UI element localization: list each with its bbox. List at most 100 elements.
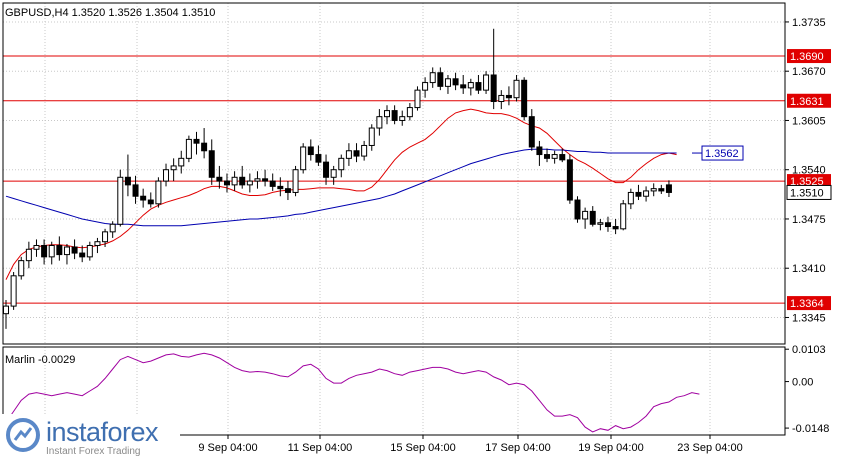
bear-candle [536,146,543,156]
bear-candle [262,178,269,182]
bear-candle [147,199,154,205]
bear-candle [124,176,131,186]
watermark-brand: instaforex [46,417,159,447]
bull-candle [444,78,451,87]
horizontal-levels [3,55,785,304]
bear-candle [216,176,223,182]
oscillator-panel-frame [2,346,786,436]
bear-candle [269,180,276,187]
bear-candle [41,244,48,258]
bull-candle [406,107,413,118]
price-axis: 1.3735 1.3670 1.3605 1.3540 1.3475 1.3410 1.33… [785,17,832,435]
x-tick-label: 11 Sep 04:00 [288,442,353,454]
y-tick-label: 1.3345 [792,312,826,324]
marlin-oscillator [5,352,700,433]
bear-candle [56,244,63,256]
y-tick-label: 1.3735 [792,17,826,29]
bear-candle [132,184,139,197]
bull-candle [292,169,299,193]
x-tick-label: 23 Sep 04:00 [677,442,742,454]
bull-candle [551,154,558,159]
bear-candle [665,184,672,193]
level-label: 1.3364 [790,298,824,310]
osc-y-tick-label: 0.00 [792,377,813,389]
bear-candle [544,154,551,159]
bull-candle [163,169,170,182]
bear-candle [635,191,642,197]
bear-candle [208,150,215,178]
y-tick-label: 1.3540 [792,165,826,177]
main-panel-frame [2,2,786,345]
bear-candle [201,142,208,152]
bull-candle [300,146,307,171]
y-tick-label: 1.3410 [792,263,826,275]
watermark-tagline: Instant Forex Trading [46,446,141,457]
bull-candle [63,246,70,256]
bear-candle [239,176,246,186]
bear-candle [323,161,330,178]
bear-candle [307,146,314,156]
watermark: instaforex Instant Forex Trading [0,414,180,459]
bear-candle [391,110,398,121]
bear-candle [223,180,230,186]
candlestick-series[interactable] [3,28,672,329]
bear-candle [589,210,596,225]
bear-candle [71,246,78,254]
bull-candle [429,72,436,84]
bear-candle [559,154,566,161]
bull-candle [513,79,520,99]
bull-candle [620,203,627,230]
bull-candle [86,244,93,258]
x-tick-label: 19 Sep 04:00 [578,442,643,454]
bull-candle [650,188,657,192]
x-tick-label: 17 Sep 04:00 [485,442,550,454]
level-label: 1.3631 [790,96,824,108]
bear-candle [658,188,665,192]
oscillator-line [5,352,700,433]
bear-candle [437,72,444,87]
bear-candle [604,222,611,228]
bear-candle [521,79,528,118]
bull-candle [399,116,406,121]
panel-frames [2,2,786,436]
indicator-label: Marlin -0.0029 [5,354,75,366]
bull-candle [155,180,162,205]
bull-candle [33,244,40,250]
bear-candle [315,154,322,163]
bear-candle [353,150,360,157]
bull-candle [178,157,185,167]
bear-candle [475,82,482,91]
y-tick-label: 1.3670 [792,66,826,78]
bull-candle [231,176,238,186]
bull-candle [94,241,101,246]
y-tick-label: 1.3475 [792,214,826,226]
level-label-box [787,93,831,108]
level-label-box [787,174,831,189]
blue-ma-marker-box [701,145,744,161]
bull-candle [384,110,390,118]
x-tick-label: 9 Sep 04:00 [198,442,257,454]
bull-candle [102,231,109,243]
current-price-box [786,184,832,200]
bull-candle [582,210,589,220]
grid-lines [3,3,785,435]
bull-candle [338,157,345,171]
blue-ma-marker-label: 1.3562 [705,148,739,160]
bear-candle [566,159,573,201]
osc-y-tick-label: 0.0103 [792,344,826,356]
bear-candle [574,199,581,220]
symbol-info-label: GBPUSD,H4 1.3520 1.3526 1.3504 1.3510 [5,7,215,19]
bear-candle [452,78,459,86]
bull-candle [376,116,383,129]
y-tick-label: 1.3605 [792,115,826,127]
bear-candle [140,195,147,201]
bull-candle [361,144,368,157]
bull-candle [3,305,9,315]
level-label-box [787,296,831,311]
x-tick-label: 15 Sep 04:00 [390,442,455,454]
bull-candle [643,190,650,197]
level-label-box [787,49,831,64]
bear-candle [612,226,619,230]
level-label: 1.3690 [790,51,824,63]
